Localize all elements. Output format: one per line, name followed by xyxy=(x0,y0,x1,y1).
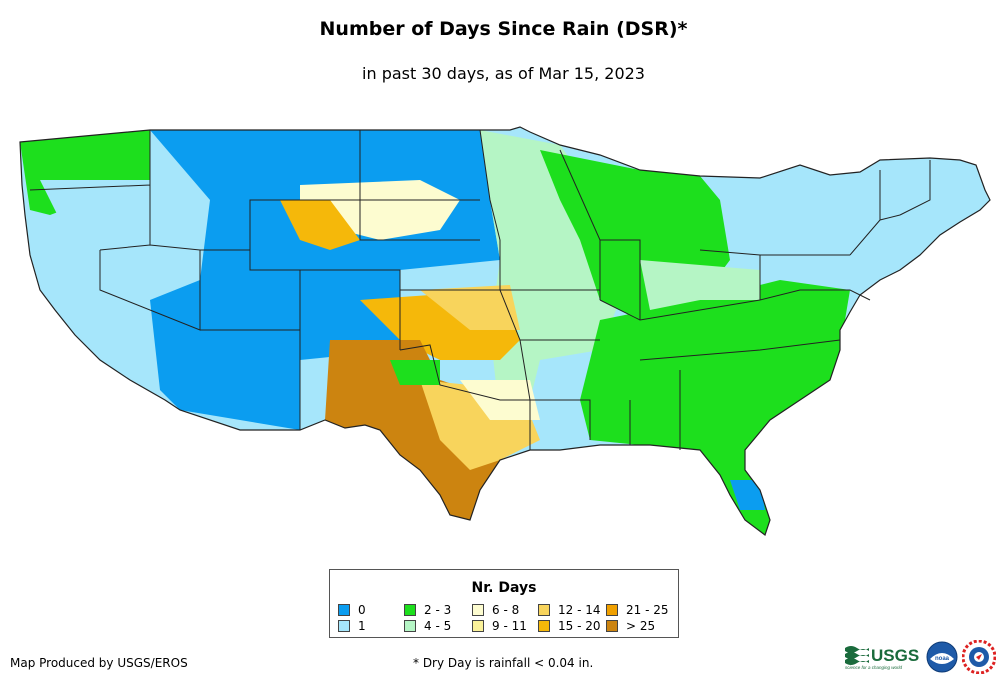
legend-label: 21 - 25 xyxy=(626,603,669,617)
noaa-logo: noaa xyxy=(926,641,958,673)
legend-title: Nr. Days xyxy=(471,580,537,596)
legend-item-9: > 25 xyxy=(606,619,655,633)
legend-label: > 25 xyxy=(626,619,656,633)
legend-swatch xyxy=(404,604,416,616)
legend-label: 1 xyxy=(358,619,366,633)
legend-item-4: 6 - 8 xyxy=(472,603,519,617)
legend-swatch xyxy=(606,604,618,616)
legend-swatch xyxy=(472,604,484,616)
legend-label: 2 - 3 xyxy=(424,603,452,617)
svg-text:science for a changing world: science for a changing world xyxy=(845,665,903,670)
legend-item-8: 21 - 25 xyxy=(606,603,669,617)
legend-label: 12 - 14 xyxy=(558,603,601,617)
legend-label: 0 xyxy=(358,603,366,617)
legend: Nr. Days 0 1 2 - 3 4 - 5 6 - 8 9 - 11 12… xyxy=(329,569,679,638)
legend-item-1: 1 xyxy=(338,619,366,633)
legend-swatch xyxy=(606,620,618,632)
nws-logo xyxy=(962,640,996,674)
legend-item-3: 4 - 5 xyxy=(404,619,451,633)
legend-swatch xyxy=(338,620,350,632)
legend-label: 4 - 5 xyxy=(424,619,452,633)
legend-item-6: 12 - 14 xyxy=(538,603,601,617)
state-boundaries xyxy=(19,126,991,536)
svg-text:noaa: noaa xyxy=(935,656,950,662)
legend-swatch xyxy=(538,620,550,632)
dsr-raster xyxy=(20,127,990,535)
svg-text:USGS: USGS xyxy=(871,646,919,665)
legend-item-2: 2 - 3 xyxy=(404,603,451,617)
legend-swatch xyxy=(472,620,484,632)
legend-swatch xyxy=(338,604,350,616)
legend-swatch xyxy=(538,604,550,616)
credit-text: Map Produced by USGS/EROS xyxy=(10,656,188,670)
map-subtitle: in past 30 days, as of Mar 15, 2023 xyxy=(362,64,645,83)
legend-item-5: 9 - 11 xyxy=(472,619,527,633)
dry-day-note: * Dry Day is rainfall < 0.04 in. xyxy=(413,656,594,670)
legend-label: 15 - 20 xyxy=(558,619,601,633)
legend-label: 9 - 11 xyxy=(492,619,527,633)
legend-item-7: 15 - 20 xyxy=(538,619,601,633)
usgs-logo: USGS science for a changing world xyxy=(845,646,919,670)
map-title: Number of Days Since Rain (DSR)* xyxy=(319,18,688,40)
legend-label: 6 - 8 xyxy=(492,603,520,617)
legend-item-0: 0 xyxy=(338,603,366,617)
legend-swatch xyxy=(404,620,416,632)
